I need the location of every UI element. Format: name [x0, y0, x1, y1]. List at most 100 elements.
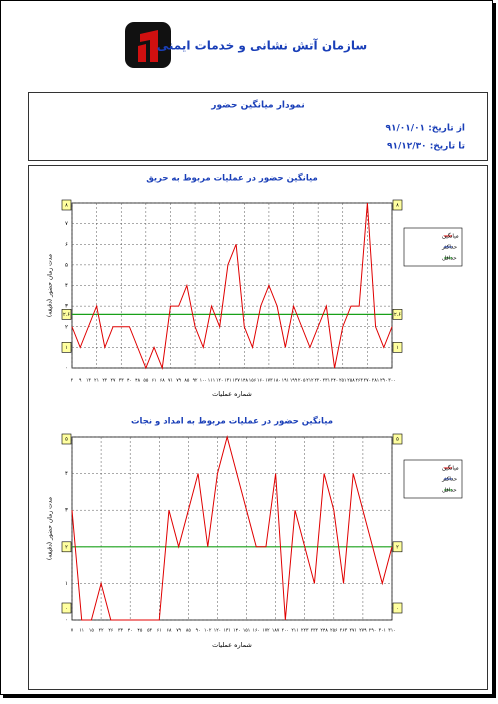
x-tick-label: ۸۵ — [184, 379, 189, 384]
x-tick-label: ۲۷۹ — [359, 628, 367, 634]
x-tick-label: ۶۸ — [167, 629, 172, 634]
stat-box — [392, 433, 403, 445]
x-tick-label: ۴۸ — [135, 379, 140, 384]
y-tick-label: ۴ — [65, 471, 68, 477]
y-tick-label: ۷ — [65, 221, 68, 227]
x-tick-label: ۲۲۳ — [301, 628, 309, 634]
x-tick-label: ۶۱ — [152, 379, 157, 384]
stat-label: ۵ — [65, 437, 68, 443]
stat-box — [392, 199, 403, 211]
x-tick-label: ۲۶ — [108, 628, 113, 634]
x-tick-label: ۳۳ — [118, 628, 123, 634]
x-tick-label: ۱۳ — [86, 378, 91, 384]
x-tick-label: ۷۹ — [176, 379, 181, 384]
y-tick-label: ۳ — [65, 304, 68, 310]
x-tick-label: ۷۹ — [176, 629, 181, 634]
data-line — [71, 202, 393, 370]
x-tick-label: ۱۷۲ — [262, 628, 270, 634]
x-tick-label: ۱۱ — [79, 629, 84, 634]
x-tick-label: ۱۴۰ — [233, 629, 240, 634]
x-tick-label: ۲۴۰ — [331, 378, 338, 384]
stat-label: ۵ — [396, 437, 399, 443]
legend-box — [403, 459, 463, 499]
x-tick-label: ۲۷۱ — [350, 628, 357, 634]
x-tick-label: ۱۵۶ — [249, 379, 257, 384]
x-tick-label: ۱۴۸ — [241, 379, 249, 384]
x-tick-label: ۴۰ — [128, 629, 133, 634]
x-tick-label: ۱۶۰ — [253, 629, 260, 634]
legend-label: حداقل — [442, 256, 457, 262]
legend-label: حداکثر — [441, 476, 457, 483]
x-tick-label: ۷۱ — [168, 379, 173, 384]
x-tick-label: ۱۰۲ — [204, 628, 212, 634]
x-tick-label: ۲۱ — [94, 378, 99, 384]
stat-label: ۲.۶ — [63, 312, 70, 318]
y-tick-label: ۴ — [65, 283, 68, 289]
x-tick-label: ۳۰۰ — [388, 378, 395, 384]
x-tick-label: ۲ — [71, 378, 74, 384]
x-tick-label: ۳۳ — [119, 378, 124, 384]
x-tick-label: ۹۰ — [196, 629, 201, 634]
y-tick-label: ۳ — [65, 508, 68, 514]
stat-box — [392, 309, 403, 320]
x-tick-label: ۲۶۳ — [355, 378, 363, 384]
x-tick-label: ۱۹۱ — [282, 379, 289, 384]
y-tick-label: ۱ — [65, 581, 68, 587]
x-tick-label: ۲۹۰ — [380, 378, 387, 384]
x-tick-label: ۱۵ — [89, 629, 94, 634]
x-tick-label: ۲۷۰ — [364, 378, 371, 384]
x-tick-label: ۲۸۱ — [372, 378, 379, 384]
x-tick-label: ۱۳۷ — [232, 378, 240, 384]
stat-box — [61, 309, 72, 320]
legend-label: میانگین — [442, 233, 459, 240]
stat-box — [61, 199, 72, 211]
report-to: تا تاریخ: ۹۱/۱۲/۳۰ — [387, 142, 465, 152]
x-tick-label: ۱۱۱ — [208, 379, 215, 384]
stat-label: ۲.۶ — [394, 312, 401, 318]
x-tick-label: ۱۶۰ — [257, 379, 264, 384]
x-tick-label: ۲۰۰ — [282, 628, 289, 634]
stat-label: ۰ — [396, 606, 399, 612]
x-tick-label: ۳۱۰ — [388, 628, 395, 634]
x-tick-label: ۶۸ — [160, 379, 165, 384]
x-tick-label: ۲۹۰ — [369, 628, 376, 634]
stat-box — [61, 602, 72, 614]
x-tick-label: ۲۵۶ — [330, 628, 338, 634]
x-tick-label: ۱۳۱ — [223, 628, 230, 634]
x-axis-label: شماره عملیات — [212, 641, 252, 649]
stat-label: ۲ — [396, 544, 399, 550]
x-tick-label: ۲۵۸ — [347, 378, 355, 384]
x-tick-label: ۴۰ — [127, 379, 132, 384]
x-tick-label: ۶۱ — [157, 629, 162, 634]
x-tick-label: ۲۲ — [102, 378, 107, 384]
x-tick-label: ۱۵۱ — [243, 629, 250, 634]
x-tick-label: ۱۳۱ — [224, 378, 231, 384]
y-tick-label: ۵ — [65, 262, 68, 268]
x-axis-label: شماره عملیات — [212, 390, 252, 398]
x-tick-label: ۲۱۲ — [306, 378, 314, 384]
x-tick-label: ۳۰۱ — [379, 628, 386, 634]
x-tick-label: ۵۵ — [143, 379, 148, 384]
x-tick-label: ۲۲ — [99, 628, 104, 634]
legend-label: حداکثر — [441, 244, 457, 251]
y-axis-label: مدت زمان حضور (دقیقه) — [47, 254, 54, 317]
x-tick-label: ۱۸۷ — [272, 629, 280, 634]
x-tick-label: ۱۰۰ — [200, 379, 207, 384]
stat-box — [392, 602, 403, 614]
y-tick-label: ۶ — [65, 242, 68, 248]
x-tick-label: ۱۹۹ — [290, 379, 298, 384]
y-tick-label: ۲ — [65, 324, 68, 330]
x-tick-label: ۹ — [79, 379, 82, 384]
report-title: نمودار میانگین حضور — [210, 99, 304, 111]
stat-label: ۲ — [65, 544, 68, 550]
stat-box — [392, 342, 403, 353]
data-line — [71, 435, 393, 621]
x-tick-label: ۱۸۰ — [273, 379, 280, 384]
logo — [125, 22, 171, 68]
y-tick-label: ۰ — [65, 366, 68, 372]
stat-label: ۱ — [65, 345, 68, 351]
x-tick-label: ۱۲۰ — [214, 628, 221, 634]
x-tick-label: ۸۵ — [186, 629, 191, 634]
